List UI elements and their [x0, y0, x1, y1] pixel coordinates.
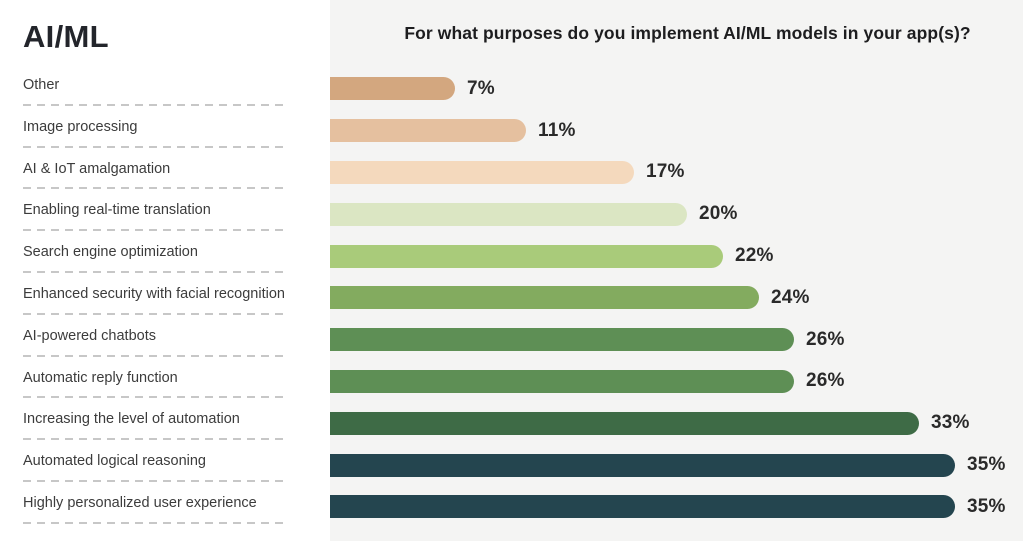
bar-value-label: 11% [538, 119, 576, 141]
bar [330, 411, 919, 435]
chart-panel: For what purposes do you implement AI/ML… [330, 0, 1023, 541]
category-row: AI-powered chatbots [23, 319, 285, 361]
bar [330, 202, 687, 226]
category-row: Highly personalized user experience [23, 486, 285, 528]
bar [330, 369, 794, 393]
row-divider [23, 145, 285, 148]
bar-row: 20% [330, 193, 1023, 235]
bar [330, 244, 723, 268]
category-sidebar: AI/ML Other Image processing AI & IoT amal… [0, 0, 330, 541]
bar [330, 453, 955, 477]
bar-row: 35% [330, 444, 1023, 486]
category-row: Enabling real-time translation [23, 193, 285, 235]
row-divider [23, 354, 285, 357]
category-label: Other [23, 77, 60, 93]
bar-row: 7% [330, 68, 1023, 110]
bar [330, 160, 634, 184]
bar-value-label: 17% [646, 161, 685, 183]
category-row: Increasing the level of automation [23, 402, 285, 444]
row-divider [23, 103, 285, 106]
bar-value-label: 26% [806, 370, 845, 392]
bar-value-label: 24% [771, 286, 810, 308]
category-row: Other [23, 68, 285, 110]
chart-title: For what purposes do you implement AI/ML… [404, 23, 971, 43]
bar-value-label: 35% [967, 454, 1006, 476]
bar-value-label: 35% [967, 495, 1006, 517]
bar-row: 26% [330, 319, 1023, 361]
bar-value-label: 33% [931, 412, 970, 434]
chart-rows: 7% 11% 17% 20% 22% 24% 26% 26% 33% 35% 35% [330, 68, 1023, 528]
bar-row: 33% [330, 402, 1023, 444]
bar [330, 328, 794, 352]
category-row: Search engine optimization [23, 235, 285, 277]
bar [330, 286, 759, 310]
bar-value-label: 26% [806, 328, 845, 350]
bar-row: 22% [330, 235, 1023, 277]
bar-value-label: 7% [467, 77, 495, 99]
bar-row: 35% [330, 486, 1023, 528]
row-divider [23, 479, 285, 482]
category-row: AI & IoT amalgamation [23, 152, 285, 194]
sidebar-rows: Other Image processing AI & IoT amalgamati… [23, 68, 285, 528]
bar [330, 495, 955, 519]
category-label: Automatic reply function [23, 369, 178, 386]
category-row: Automatic reply function [23, 361, 285, 403]
category-label: Highly personalized user experience [23, 494, 257, 511]
bar [330, 77, 455, 101]
category-row: Enhanced security with facial recognitio… [23, 277, 285, 319]
category-label: Image processing [23, 118, 138, 135]
row-divider [23, 229, 285, 232]
category-label: Automated logical reasoning [23, 453, 206, 470]
bar-row: 26% [330, 361, 1023, 403]
category-row: Image processing [23, 110, 285, 152]
bar-row: 17% [330, 152, 1023, 194]
category-row: Automated logical reasoning [23, 444, 285, 486]
row-divider [23, 396, 285, 399]
bar-row: 11% [330, 110, 1023, 152]
sidebar-title: AI/ML [23, 19, 109, 54]
category-label: Search engine optimization [23, 244, 198, 261]
category-label: Enhanced security with facial recognitio… [23, 285, 285, 302]
row-divider [23, 312, 285, 315]
bar-value-label: 20% [699, 203, 738, 225]
bar [330, 119, 526, 143]
category-label: AI & IoT amalgamation [23, 160, 171, 177]
row-divider [23, 521, 285, 524]
category-label: AI-powered chatbots [23, 327, 156, 344]
bar-row: 24% [330, 277, 1023, 319]
row-divider [23, 438, 285, 441]
bar-value-label: 22% [735, 245, 774, 267]
row-divider [23, 270, 285, 273]
category-label: Increasing the level of automation [23, 411, 240, 428]
row-divider [23, 187, 285, 190]
category-label: Enabling real-time translation [23, 202, 211, 219]
